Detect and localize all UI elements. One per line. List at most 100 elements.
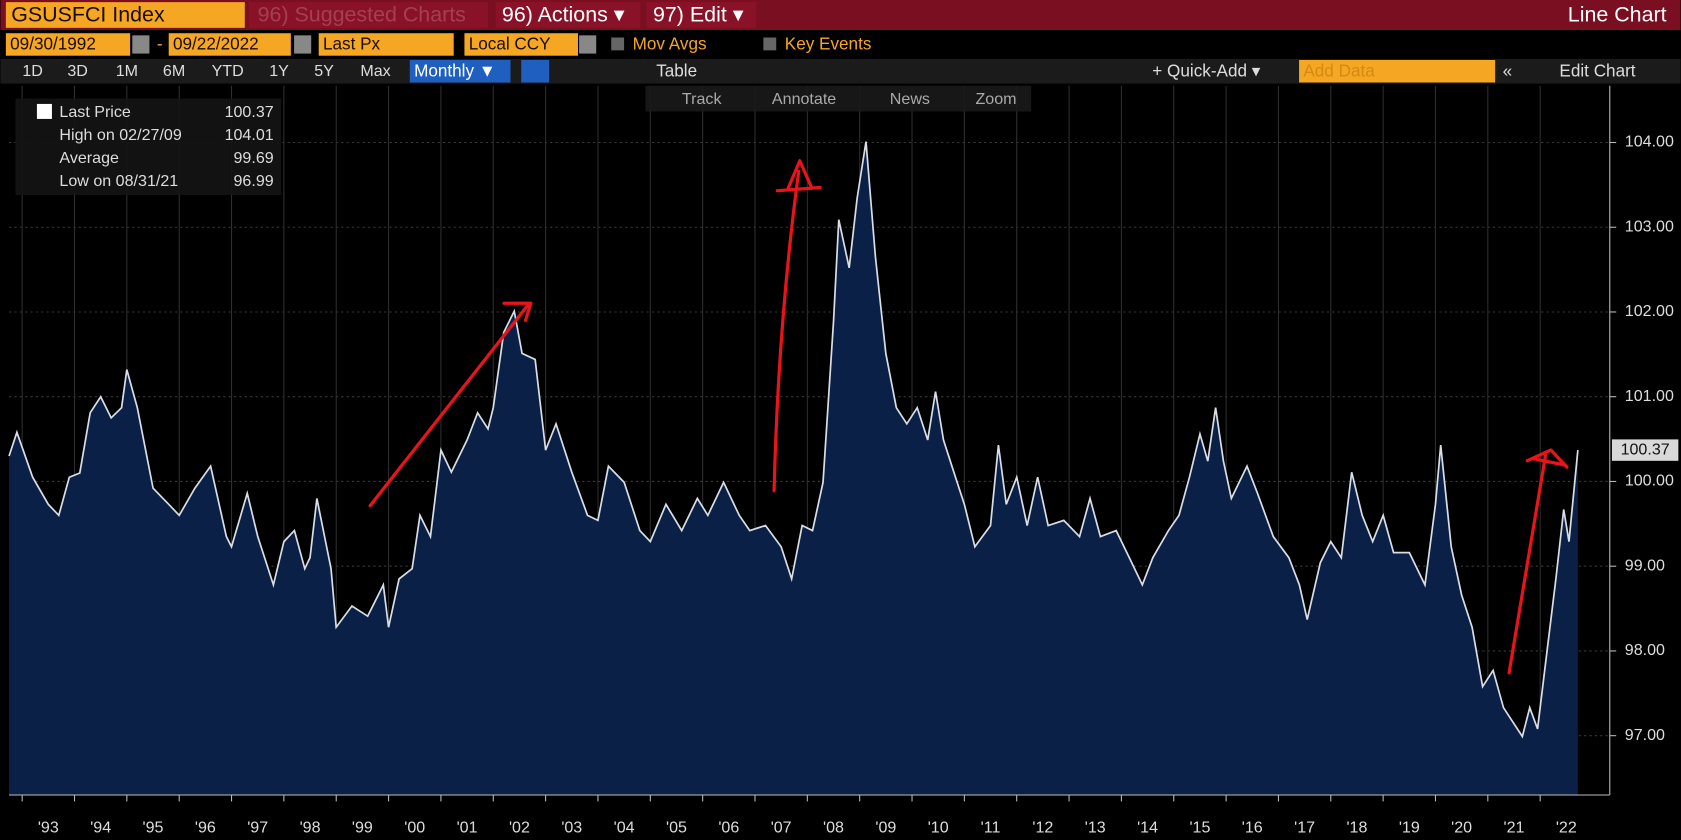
- legend-swatch: [36, 103, 52, 119]
- period-button[interactable]: 1D: [22, 62, 43, 80]
- x-tick-label: '16: [1242, 818, 1263, 836]
- currency: Local CCY: [469, 34, 551, 54]
- y-tick-label: 100.00: [1625, 472, 1674, 490]
- edit: 97) Edit ▾: [653, 3, 744, 27]
- last-price-label: 100.37: [1621, 440, 1670, 458]
- x-tick-label: '08: [823, 818, 844, 836]
- end-date: 09/22/2022: [173, 34, 259, 54]
- x-tick-label: '21: [1504, 818, 1525, 836]
- start-date-box[interactable]: [5, 33, 131, 56]
- y-tick-label: 97.00: [1625, 726, 1665, 744]
- legend-value: 96.99: [234, 172, 274, 190]
- calendar-icon[interactable]: [294, 35, 312, 54]
- collapse-icon[interactable]: «: [1503, 60, 1513, 80]
- key-events[interactable]: Key Events: [785, 34, 872, 54]
- period-button[interactable]: Max: [360, 62, 390, 80]
- ticker: GSUSFCI Index: [11, 3, 165, 27]
- x-tick-label: '93: [38, 818, 59, 836]
- arrow: [368, 301, 533, 508]
- chart-type: Line Chart: [1568, 3, 1667, 27]
- legend-label: Last Price: [59, 103, 130, 121]
- period-button[interactable]: 6M: [163, 62, 185, 80]
- x-tick-label: '12: [1032, 818, 1053, 836]
- add-data-box[interactable]: [1299, 60, 1496, 83]
- currency-box[interactable]: [464, 33, 578, 56]
- date-dash: -: [157, 34, 163, 54]
- arrow: [772, 159, 822, 493]
- tools-bar: [645, 85, 1032, 112]
- x-tick-label: '98: [300, 818, 321, 836]
- x-tick-label: '13: [1085, 818, 1106, 836]
- x-tick-label: '03: [561, 818, 582, 836]
- legend-value: 100.37: [225, 103, 274, 121]
- ticker-box[interactable]: [5, 2, 245, 28]
- field: Last Px: [323, 34, 381, 54]
- actions-button[interactable]: [495, 2, 641, 28]
- line: [8, 141, 1579, 739]
- legend-label: Low on 08/31/21: [59, 172, 178, 190]
- x-tick-label: '18: [1346, 818, 1367, 836]
- checkbox[interactable]: [763, 37, 777, 51]
- frequency: Monthly ▼: [414, 60, 496, 80]
- dropdown-icon[interactable]: [579, 35, 597, 54]
- tools: Track Annotate News Zoom: [682, 90, 1017, 108]
- edit-chart[interactable]: Edit Chart: [1559, 60, 1635, 80]
- table[interactable]: Table: [656, 60, 697, 80]
- x-tick-label: '15: [1189, 818, 1210, 836]
- calendar-icon[interactable]: [132, 35, 150, 54]
- legend-value: 99.69: [234, 149, 274, 167]
- suggested: 96) Suggested Charts: [258, 3, 466, 27]
- legend: Last Price 100.37 High on 02/27/09 104.01 Av…: [59, 103, 273, 190]
- x-tick-label: '20: [1451, 818, 1472, 836]
- x-tick-label: '04: [614, 818, 635, 836]
- area: [9, 141, 1578, 796]
- last-price-tag: [1611, 439, 1679, 461]
- line-icon[interactable]: [521, 60, 550, 83]
- add-data: Add Data: [1303, 60, 1375, 80]
- tool-button[interactable]: Track: [682, 90, 723, 108]
- y-tick-label: 103.00: [1625, 217, 1674, 235]
- x-tick-label: '95: [143, 818, 164, 836]
- field-box[interactable]: [318, 33, 454, 56]
- period-button[interactable]: YTD: [212, 62, 244, 80]
- frequency-button[interactable]: [409, 60, 511, 83]
- edit-button[interactable]: [646, 2, 756, 28]
- tool-button[interactable]: Annotate: [772, 90, 836, 108]
- tool-button[interactable]: Zoom: [975, 90, 1016, 108]
- y-tick-label: 102.00: [1625, 302, 1674, 320]
- period-button[interactable]: 1Y: [269, 62, 289, 80]
- x-tick-label: '11: [981, 818, 1001, 836]
- x-tick-label: '19: [1399, 818, 1420, 836]
- tool-button[interactable]: News: [890, 90, 930, 108]
- quick-add[interactable]: + Quick-Add ▾: [1152, 60, 1260, 80]
- period-button[interactable]: 3D: [67, 62, 88, 80]
- mov-avgs[interactable]: Mov Avgs: [633, 34, 707, 54]
- x-tick-label: '01: [457, 818, 478, 836]
- period-button[interactable]: 5Y: [314, 62, 334, 80]
- legend-box: [15, 98, 282, 195]
- y-tick-label: 101.00: [1625, 387, 1674, 405]
- legend-label: Average: [59, 149, 119, 167]
- x-tick-label: '96: [195, 818, 216, 836]
- plot: 100.37: [8, 85, 1679, 796]
- y-tick-label: 99.00: [1625, 556, 1665, 574]
- checkbox[interactable]: [611, 37, 625, 51]
- red-annotations: [368, 159, 1569, 675]
- x-tick-label: '94: [90, 818, 111, 836]
- period-buttons: 1D 3D 1M 6M YTD 1Y 5Y Max: [22, 62, 390, 80]
- period-button[interactable]: 1M: [116, 62, 138, 80]
- x-tick-label: '10: [928, 818, 949, 836]
- suggested-button[interactable]: [249, 2, 488, 28]
- y-tick-label: 104.00: [1625, 133, 1674, 151]
- x-tick-label: '09: [875, 818, 896, 836]
- x-tick-label: '99: [352, 818, 373, 836]
- actions: 96) Actions ▾: [502, 3, 625, 27]
- x-tick-label: '17: [1294, 818, 1315, 836]
- x-tick-label: '00: [404, 818, 425, 836]
- legend-label: High on 02/27/09: [59, 126, 181, 144]
- arrow: [1507, 448, 1569, 675]
- end-date-box[interactable]: [168, 33, 291, 56]
- x-tick-label: '97: [247, 818, 268, 836]
